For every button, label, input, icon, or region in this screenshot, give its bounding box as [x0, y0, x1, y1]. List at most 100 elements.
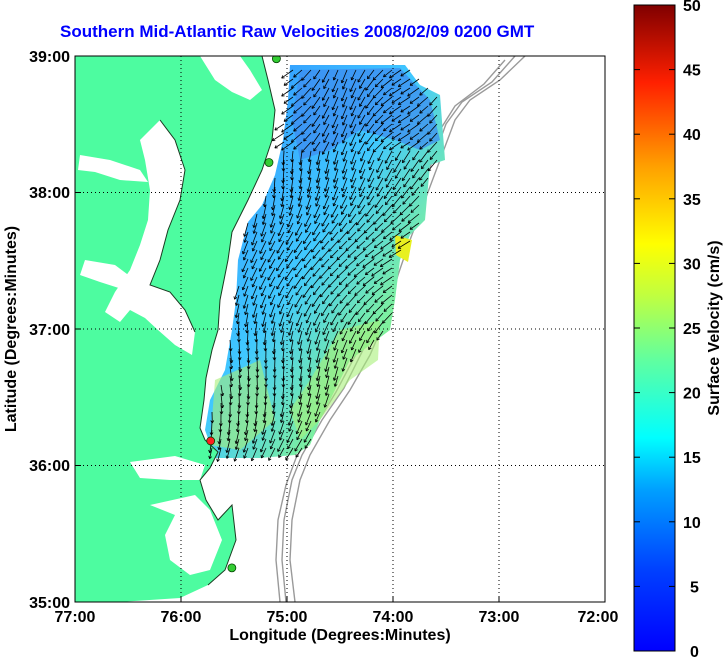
velocity-arrow	[220, 402, 222, 415]
velocity-arrow-head	[243, 455, 247, 459]
velocity-arrow	[354, 249, 366, 260]
velocity-arrow	[412, 168, 420, 179]
velocity-arrow-head	[261, 323, 265, 327]
velocity-arrow-head	[323, 139, 327, 144]
velocity-arrow	[307, 186, 312, 198]
velocity-arrow	[375, 96, 384, 106]
velocity-arrow-head	[267, 277, 271, 281]
velocity-arrow	[365, 114, 375, 127]
velocity-arrow	[402, 150, 411, 164]
velocity-arrow	[246, 330, 249, 346]
velocity-arrow	[372, 231, 384, 242]
velocity-arrow	[407, 213, 420, 224]
velocity-arrow-head	[261, 431, 265, 435]
velocity-arrow-head	[374, 227, 379, 231]
velocity-arrow-head	[323, 211, 327, 216]
velocity-arrow	[296, 429, 303, 440]
velocity-arrow-head	[220, 392, 225, 397]
velocity-arrow	[278, 285, 285, 296]
velocity-arrow	[351, 105, 357, 117]
velocity-arrow-head	[319, 293, 324, 298]
velocity-arrow-head	[394, 192, 398, 197]
velocity-arrow	[333, 123, 339, 135]
velocity-arrow-head	[294, 448, 298, 452]
velocity-arrow-head	[234, 314, 239, 318]
velocity-arrow	[372, 105, 384, 117]
velocity-arrow	[419, 141, 429, 150]
velocity-arrow	[235, 429, 240, 444]
velocity-arrow	[263, 402, 267, 417]
velocity-arrow	[229, 384, 232, 399]
velocity-arrow	[322, 123, 330, 137]
velocity-arrow	[359, 159, 366, 174]
velocity-arrow	[277, 438, 285, 452]
velocity-arrow-head	[407, 93, 411, 97]
velocity-arrow-head	[293, 110, 297, 114]
velocity-arrow-head	[277, 256, 282, 260]
velocity-arrow	[322, 141, 330, 155]
velocity-arrow-head	[371, 273, 375, 277]
velocity-arrow	[347, 249, 357, 258]
velocity-arrow-head	[380, 120, 385, 125]
velocity-arrow	[391, 96, 402, 104]
velocity-arrow	[382, 249, 393, 257]
velocity-arrow	[235, 438, 240, 450]
velocity-arrow-head	[313, 148, 317, 152]
velocity-arrow	[290, 339, 294, 354]
velocity-arrow	[383, 123, 393, 132]
velocity-arrow	[220, 384, 224, 396]
velocity-arrow	[409, 78, 420, 86]
velocity-arrow-head	[359, 193, 363, 198]
velocity-arrow-head	[244, 437, 248, 441]
velocity-arrow	[341, 204, 348, 215]
velocity-arrow	[338, 303, 348, 316]
velocity-arrow	[341, 177, 348, 192]
velocity-arrow-head	[356, 299, 361, 304]
velocity-arrow	[278, 222, 285, 236]
velocity-arrow	[304, 294, 312, 305]
velocity-arrow-head	[342, 356, 346, 360]
velocity-arrow	[284, 267, 294, 280]
velocity-arrow	[343, 168, 348, 180]
velocity-arrow-head	[297, 413, 301, 417]
velocity-arrow-head	[429, 102, 433, 106]
velocity-arrow	[373, 276, 384, 284]
velocity-arrow	[282, 375, 285, 388]
velocity-arrow-head	[429, 120, 433, 124]
velocity-arrow	[365, 267, 375, 276]
velocity-arrow-head	[321, 312, 325, 317]
velocity-arrow	[411, 186, 420, 196]
velocity-arrow	[281, 186, 285, 201]
velocity-arrow-head	[278, 238, 282, 243]
velocity-arrow-head	[376, 337, 380, 341]
velocity-arrow	[251, 258, 258, 270]
velocity-arrow	[317, 159, 321, 171]
velocity-arrow-head	[269, 302, 274, 306]
velocity-arrow-head	[403, 183, 407, 188]
velocity-arrow-head	[331, 106, 336, 111]
colorbar-tick-label: 20	[683, 386, 701, 403]
velocity-arrow-head	[320, 240, 324, 244]
velocity-arrow	[296, 204, 303, 219]
velocity-arrow	[323, 114, 330, 125]
velocity-arrow-head	[349, 106, 353, 111]
velocity-arrow	[308, 159, 312, 174]
velocity-arrow	[350, 348, 357, 363]
velocity-arrow-head	[305, 422, 309, 426]
velocity-arrow-head	[367, 202, 371, 206]
velocity-arrow-head	[350, 179, 354, 183]
velocity-arrow	[375, 78, 384, 88]
velocity-arrow	[282, 339, 285, 351]
velocity-arrow-head	[216, 458, 220, 462]
velocity-arrow-head	[349, 358, 354, 363]
velocity-arrow	[357, 87, 366, 101]
velocity-arrow-head	[367, 178, 371, 183]
velocity-arrow	[347, 267, 357, 276]
velocity-arrow	[237, 312, 240, 324]
velocity-arrow	[338, 276, 348, 285]
velocity-arrow-head	[380, 300, 385, 305]
colorbar-tick-label: 35	[683, 192, 701, 209]
velocity-arrow	[243, 438, 249, 453]
velocity-arrow	[286, 240, 294, 251]
velocity-arrow	[400, 105, 411, 113]
